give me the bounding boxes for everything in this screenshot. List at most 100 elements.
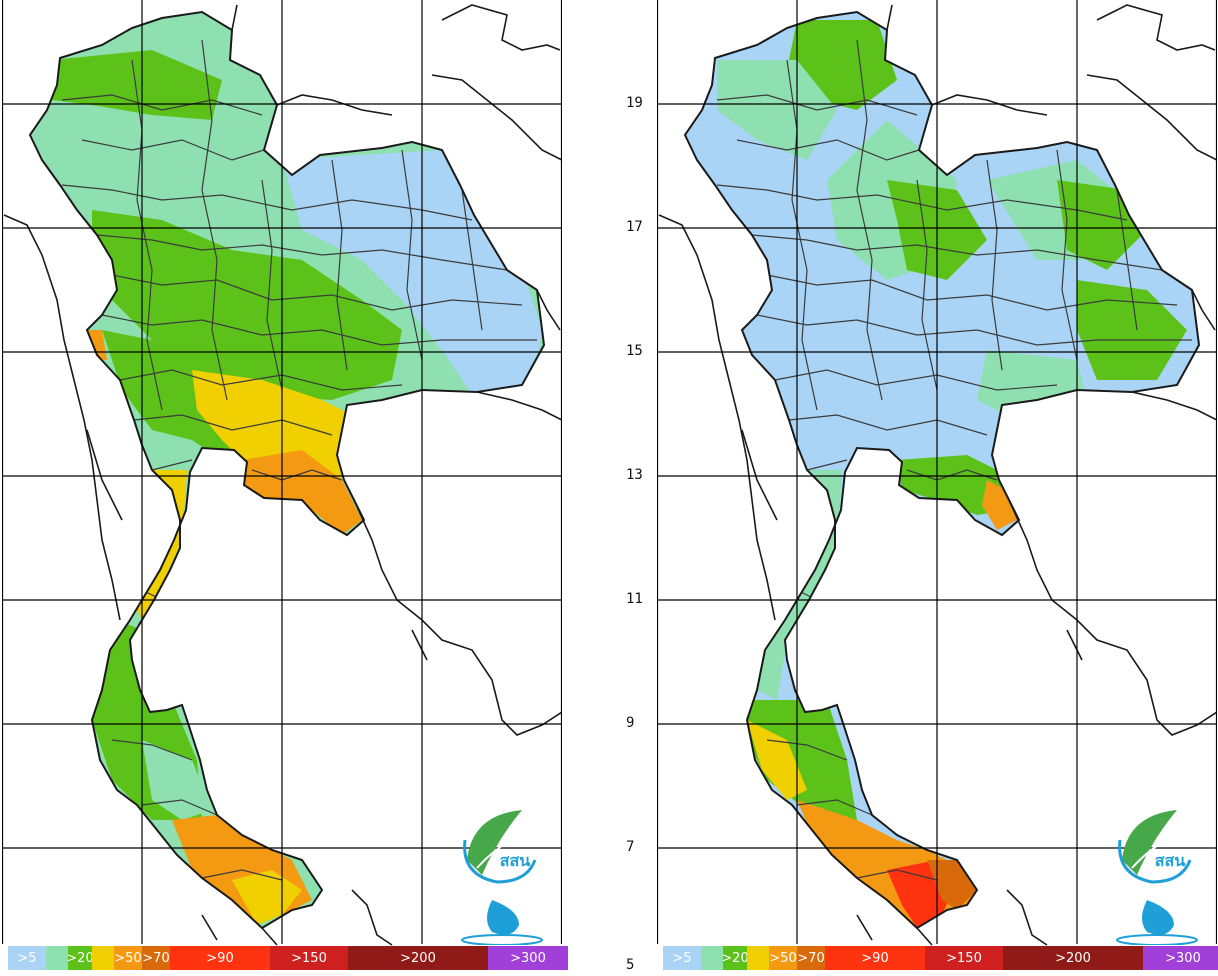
province-boundary bbox=[133, 414, 333, 436]
agency-logo-right: สสน bbox=[1112, 800, 1202, 949]
leaf-icon bbox=[467, 810, 522, 875]
rainfall-patch bbox=[982, 480, 1017, 530]
legend-item bbox=[92, 946, 114, 970]
coastline bbox=[3, 214, 121, 621]
coastline bbox=[1131, 391, 1217, 421]
rainfall-patch bbox=[717, 60, 837, 160]
coastline bbox=[1006, 889, 1048, 946]
rainfall-patch bbox=[897, 455, 1007, 515]
coastline bbox=[276, 94, 393, 116]
province-boundary bbox=[461, 189, 483, 331]
province-boundary bbox=[141, 799, 218, 816]
rainfall-patch bbox=[142, 740, 212, 820]
province-boundary bbox=[111, 274, 523, 311]
province-boundary bbox=[736, 139, 920, 161]
coastline bbox=[536, 289, 561, 331]
coastline bbox=[916, 927, 933, 946]
province-boundary bbox=[716, 94, 918, 116]
coastline bbox=[856, 914, 873, 941]
legend-item: >200 bbox=[1003, 946, 1143, 970]
coastline bbox=[201, 914, 218, 941]
latitude-label: 15 bbox=[626, 343, 643, 359]
rainfall-patch bbox=[232, 870, 302, 925]
province-boundary bbox=[331, 159, 348, 371]
province-boundary bbox=[61, 94, 263, 116]
water-drop-icon bbox=[487, 900, 519, 935]
rainfall-map-right: >5 >20 >50 >70 >90 >150 >200 >300 สสน bbox=[657, 0, 1218, 976]
legend-item: >150 bbox=[270, 946, 348, 970]
province-boundary bbox=[766, 739, 848, 761]
legend-item bbox=[747, 946, 769, 970]
ripple-icon bbox=[1116, 934, 1198, 946]
legend-bar-left: >5 >20 >50 >70 >90 >150 >200 >300 bbox=[8, 946, 568, 970]
legend-item: >70 bbox=[797, 946, 825, 970]
legend-item: >20 bbox=[723, 946, 747, 970]
coastline bbox=[1096, 4, 1216, 51]
rainfall-map-left: >5 >20 >50 >70 >90 >150 >200 >300 สสน bbox=[2, 0, 568, 976]
rainfall-patch bbox=[242, 450, 362, 535]
coastline bbox=[431, 74, 562, 161]
province-boundary bbox=[1116, 189, 1138, 331]
map-right-svg bbox=[657, 0, 1217, 946]
agency-logo-left: สสน bbox=[457, 800, 547, 949]
province-boundary bbox=[201, 39, 228, 401]
legend-item: >90 bbox=[170, 946, 270, 970]
leaf-vein bbox=[1131, 829, 1191, 869]
province-boundary bbox=[986, 159, 1003, 371]
province-boundary bbox=[751, 234, 1163, 271]
legend-bar-right: >5 >20 >50 >70 >90 >150 >200 >300 bbox=[663, 946, 1218, 970]
coastline bbox=[931, 94, 1048, 116]
province-boundary bbox=[96, 234, 508, 271]
rainfall-patch bbox=[1077, 280, 1187, 380]
coastline bbox=[353, 499, 562, 736]
province-boundary bbox=[111, 739, 193, 761]
province-boundary bbox=[916, 179, 938, 391]
province-boundary bbox=[796, 799, 873, 816]
legend-item: >150 bbox=[925, 946, 1003, 970]
legend-item: >20 bbox=[68, 946, 92, 970]
logo-mark: สสน bbox=[1116, 810, 1198, 946]
coastline bbox=[1066, 629, 1083, 661]
legend-item: >300 bbox=[488, 946, 568, 970]
country-border bbox=[28, 10, 546, 930]
province-boundary bbox=[788, 414, 988, 436]
province-boundary bbox=[261, 179, 283, 391]
province-boundary bbox=[401, 149, 423, 361]
province-boundary bbox=[906, 469, 998, 481]
province-boundary bbox=[774, 369, 1058, 391]
coastline bbox=[886, 4, 893, 31]
rainfall-patch bbox=[747, 720, 807, 800]
coastline bbox=[1191, 289, 1216, 331]
province-boundary bbox=[251, 469, 343, 481]
coastline bbox=[441, 4, 561, 51]
latitude-label: 9 bbox=[626, 715, 635, 731]
leaf-vein bbox=[476, 829, 536, 869]
latitude-label: 11 bbox=[626, 591, 643, 607]
legend-item bbox=[701, 946, 723, 970]
coastline bbox=[476, 391, 562, 421]
water-drop-icon bbox=[1142, 900, 1174, 935]
province-boundary bbox=[856, 39, 883, 401]
latitude-label: 19 bbox=[626, 95, 643, 111]
swoosh-icon bbox=[463, 839, 537, 884]
legend-item: >300 bbox=[1143, 946, 1218, 970]
province-boundary bbox=[756, 314, 1192, 346]
latitude-label: 7 bbox=[626, 839, 635, 855]
latitude-label: 5 bbox=[626, 957, 635, 973]
latitude-label: 13 bbox=[626, 467, 643, 483]
legend-item: >50 bbox=[769, 946, 797, 970]
logo-text: สสน bbox=[1155, 851, 1186, 870]
province-boundary bbox=[81, 139, 265, 161]
rainfall-patch bbox=[132, 470, 187, 620]
coastline bbox=[658, 214, 776, 621]
coastline bbox=[1008, 499, 1217, 736]
legend-item: >50 bbox=[114, 946, 142, 970]
province-boundary bbox=[119, 369, 403, 391]
coastline bbox=[1086, 74, 1217, 161]
country-border bbox=[683, 10, 1201, 930]
coastline bbox=[261, 927, 278, 946]
legend-item: >90 bbox=[825, 946, 925, 970]
rainfall-patch bbox=[52, 50, 222, 120]
rainfall-patch bbox=[747, 700, 857, 820]
coastline bbox=[86, 429, 123, 521]
